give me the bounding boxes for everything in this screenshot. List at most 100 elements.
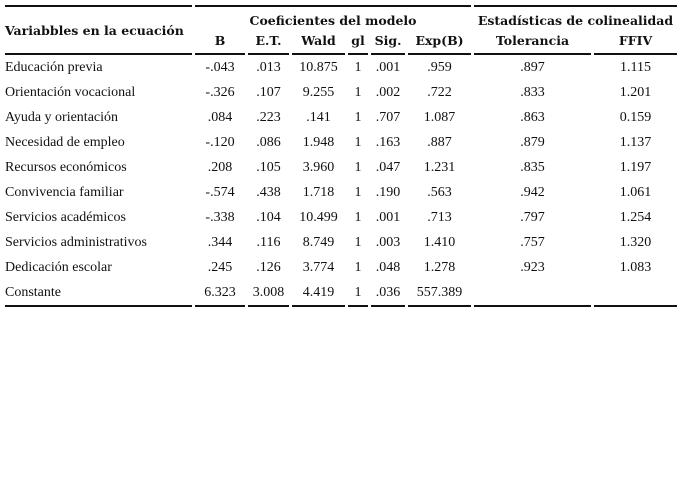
group-header-coefficients: Coeficientes del modelo [195,5,471,33]
expb-cell: 1.278 [423,259,456,275]
table-row: Orientación vocacional -.326 .107 9.255 1 .00… [5,80,677,105]
b-cell: .208 [207,159,233,175]
expb-cell: .722 [427,84,452,100]
et-cell: .223 [256,109,281,125]
tolerancia-cell: .797 [520,209,545,225]
table-row: Servicios administrativos .344 .116 8.749 1.… [5,230,677,255]
variable-cell: Servicios administrativos [5,234,147,250]
table-row: Dedicación escolar .245 .126 3.774 1 .048 1.27… [5,255,677,280]
ffiv-cell: 0.159 [619,109,652,125]
col-header-gl: gl [348,33,368,55]
gl-cell: 1 [354,109,362,125]
b-cell: -.043 [205,59,235,75]
regression-table: Variabbles en la ecuación Coeficientes d… [2,5,680,307]
sig-cell: .036 [371,280,405,307]
gl-cell: 1 [354,209,362,225]
expb-cell: 1.410 [423,234,456,250]
variable-cell: Dedicación escolar [5,259,112,275]
tolerancia-cell: .923 [520,259,545,275]
ffiv-cell: 1.197 [619,159,652,175]
tolerancia-cell: .942 [520,184,545,200]
ffiv-cell: 1.254 [619,209,652,225]
ffiv-cell: 1.115 [620,59,651,75]
expb-cell: .713 [427,209,452,225]
expb-cell: 1.231 [423,159,456,175]
b-cell: 6.323 [195,280,245,307]
et-cell: .013 [256,59,281,75]
gl-cell: 1 [354,234,362,250]
wald-cell: 10.499 [299,209,338,225]
wald-cell: 3.960 [302,159,335,175]
et-cell: .107 [256,84,281,100]
et-cell: 3.008 [248,280,289,307]
sig-cell: .047 [375,159,401,175]
variable-cell: Orientación vocacional [5,84,136,100]
wald-cell: 1.948 [302,134,335,150]
ffiv-cell [594,280,677,307]
gl-cell: 1 [354,259,362,275]
variable-cell: Servicios académicos [5,209,126,225]
b-cell: .084 [207,109,233,125]
tolerancia-cell: .833 [520,84,545,100]
et-cell: .438 [256,184,281,200]
table-row: Servicios académicos -.338 .104 10.499 1 .001… [5,205,677,230]
tolerancia-cell: .879 [520,134,545,150]
sig-cell: .002 [375,84,401,100]
wald-cell: 8.749 [302,234,335,250]
col-header-ffiv: FFIV [594,33,677,55]
et-cell: .105 [256,159,281,175]
table-row: Necesidad de empleo -.120 .086 1.948 1 .163 .8… [5,130,677,155]
wald-cell: 9.255 [302,84,335,100]
table-row: Constante 6.323 3.008 4.419 1.036 557.389 [5,280,677,307]
expb-cell: .959 [427,59,452,75]
b-cell: .344 [207,234,233,250]
expb-cell: .563 [427,184,452,200]
gl-cell: 1 [348,280,368,307]
table-row: Convivencia familiar -.574 .438 1.718 1 .190.… [5,180,677,205]
gl-cell: 1 [354,184,362,200]
variable-cell: Convivencia familiar [5,184,124,200]
gl-cell: 1 [354,134,362,150]
et-cell: .104 [256,209,281,225]
expb-cell: 1.087 [423,109,456,125]
col-header-b: B [195,33,245,55]
col-header-tolerancia: Tolerancia [474,33,591,55]
wald-cell: 1.718 [302,184,335,200]
table-row: Recursos económicos .208 .105 3.960 1 .047 1.2… [5,155,677,180]
gl-cell: 1 [354,59,362,75]
sig-cell: .003 [375,234,401,250]
b-cell: -.120 [205,134,235,150]
sig-cell: .163 [375,134,401,150]
expb-cell: 557.389 [408,280,471,307]
col-header-sig: Sig. [371,33,405,55]
variable-cell: Necesidad de empleo [5,134,125,150]
variable-cell: Ayuda y orientación [5,109,119,125]
expb-cell: .887 [427,134,452,150]
et-cell: .086 [256,134,281,150]
variables-header: Variabbles en la ecuación [5,5,192,55]
sig-cell: .001 [375,209,401,225]
b-cell: -.338 [205,209,235,225]
b-cell: -.326 [205,84,235,100]
variable-cell: Educación previa [5,59,103,75]
col-header-et: E.T. [248,33,289,55]
tolerancia-cell [474,280,591,307]
variable-cell: Recursos económicos [5,159,127,175]
table-row: Educación previa -.043 .013 10.875 1 .001 .959… [5,55,677,80]
b-cell: -.574 [205,184,235,200]
group-header-collinearity: Estadísticas de colinealidad [474,5,677,33]
wald-cell: 3.774 [302,259,335,275]
ffiv-cell: 1.083 [619,259,652,275]
tolerancia-cell: .835 [520,159,545,175]
ffiv-cell: 1.137 [619,134,652,150]
ffiv-cell: 1.201 [619,84,652,100]
et-cell: .126 [256,259,281,275]
tolerancia-cell: .863 [520,109,545,125]
variable-cell: Constante [5,280,192,307]
sig-cell: .001 [375,59,401,75]
wald-cell: 10.875 [299,59,338,75]
tolerancia-cell: .897 [520,59,545,75]
gl-cell: 1 [354,84,362,100]
sig-cell: .190 [375,184,401,200]
sig-cell: .707 [375,109,401,125]
